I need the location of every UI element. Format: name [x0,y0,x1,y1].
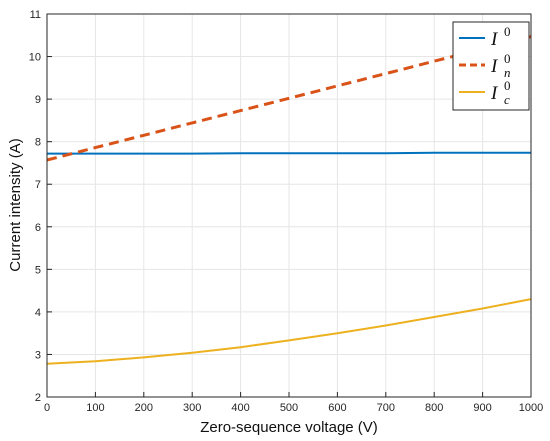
legend-superscript-3: 0 [504,78,511,93]
legend-label-1: I [490,29,499,50]
x-axis-label: Zero-sequence voltage (V) [200,419,378,436]
x-tick-label: 200 [135,402,153,414]
x-tick-label: 1000 [519,402,543,414]
legend-label-3: I [490,83,499,104]
x-tick-label: 100 [86,402,104,414]
x-tick-label: 900 [473,402,491,414]
legend: I 0I 0nI 0c [452,21,530,111]
y-axis-label: Current intensity (A) [7,138,24,271]
x-tick-label: 500 [280,402,298,414]
y-tick-label: 6 [35,222,41,234]
y-tick-label: 7 [35,179,41,191]
y-tick-label: 11 [30,9,41,21]
y-tick-label: 9 [35,94,41,106]
legend-label-2: I [490,56,499,77]
y-tick-label: 8 [35,137,41,149]
series-lines [46,35,532,365]
x-tick-label: 600 [328,402,346,414]
x-tick-label: 700 [377,402,395,414]
series-line-2 [46,35,532,162]
legend-superscript-1: 0 [504,24,511,39]
y-tick-label: 5 [35,264,41,276]
ticks: 0 100 200 300 400 500 600 700 800 900 100023456789… [29,9,543,414]
series-line-3 [46,298,532,365]
x-tick-label: 800 [425,402,443,414]
x-tick-label: 0 [44,402,50,414]
y-tick-label: 3 [35,349,41,361]
x-tick-label: 400 [231,402,249,414]
y-tick-label: 10 [29,52,41,64]
x-tick-label: 300 [183,402,201,414]
legend-subscript-2: n [504,65,511,80]
legend-superscript-2: 0 [504,51,511,66]
legend-subscript-3: c [504,92,510,107]
series-line-1 [47,151,531,155]
y-tick-label: 2 [35,392,41,404]
y-tick-label: 4 [35,307,41,319]
